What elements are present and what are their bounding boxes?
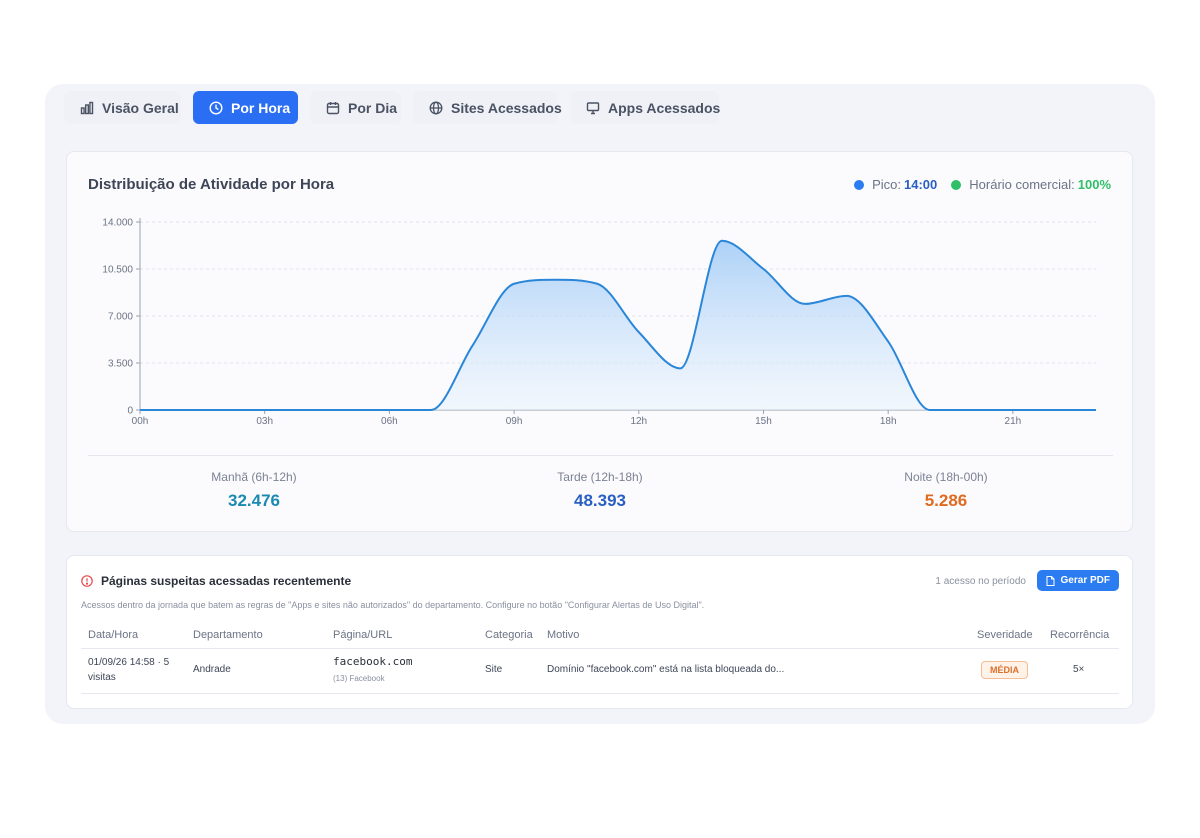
peak-dot-icon — [854, 179, 865, 190]
stat-label: Manhã (6h-12h) — [211, 470, 297, 484]
activity-card: Distribuição de Atividade por Hora Pico:… — [66, 151, 1133, 532]
column-header: Motivo — [547, 629, 580, 641]
hourly-area-chart: 0 3.500 7.000 10.500 14.000 00h 03h 06h 09h 12h 15… — [102, 218, 1096, 427]
monitor-icon — [586, 101, 600, 114]
tab-por-hora[interactable]: Por Hora — [193, 91, 298, 124]
alert-description: Acessos dentro da jornada que batem as r… — [81, 600, 705, 610]
tab-bar: Visão Geral Por Hora Por Dia Sites Acess… — [64, 91, 721, 124]
tab-label: Por Dia — [348, 99, 398, 116]
x-tick-label: 18h — [880, 416, 897, 427]
area-fill — [140, 240, 1096, 410]
stat-noite: Noite (18h-00h) 5.286 — [846, 470, 1046, 511]
divider — [88, 455, 1113, 456]
x-tick-label: 06h — [381, 416, 398, 427]
stat-tarde: Tarde (12h-18h) 48.393 — [500, 470, 700, 511]
file-icon — [1046, 575, 1055, 586]
tab-label: Visão Geral — [102, 99, 179, 116]
alert-title: Páginas suspeitas acessadas recentemente — [101, 574, 352, 588]
row-url-title: (13) Facebook — [333, 674, 385, 683]
pdf-button-label: Gerar PDF — [1060, 575, 1110, 586]
globe-icon — [429, 101, 443, 114]
stat-manha: Manhã (6h-12h) 32.476 — [154, 470, 354, 511]
row-recurrence: 5× — [1073, 664, 1085, 675]
x-tick-label: 03h — [256, 416, 273, 427]
chart-legend: Pico: 14:00 Horário comercial: 100% — [854, 177, 1111, 192]
column-header: Página/URL — [333, 629, 393, 641]
x-tick-label: 21h — [1005, 416, 1022, 427]
table-header-divider — [81, 648, 1119, 649]
period-count: 1 acesso no período — [935, 576, 1026, 587]
row-datetime: 01/09/26 14:58 · 5 — [88, 657, 170, 668]
stat-value: 48.393 — [574, 491, 626, 510]
peak-value: 14:00 — [904, 177, 938, 192]
row-datetime-visits: visitas — [88, 672, 116, 683]
tab-por-dia[interactable]: Por Dia — [310, 91, 401, 124]
tab-label: Apps Acessados — [608, 99, 721, 116]
alert-circle-icon — [81, 575, 93, 587]
bar-chart-icon — [80, 101, 94, 114]
row-department: Andrade — [193, 664, 231, 675]
business-value: 100% — [1077, 177, 1111, 192]
column-header: Recorrência — [1050, 629, 1110, 641]
chart-title: Distribuição de Atividade por Hora — [88, 176, 335, 193]
business-dot-icon — [951, 179, 962, 190]
alert-header: Páginas suspeitas acessadas recentemente — [81, 574, 351, 588]
activity-series-line — [139, 239, 1096, 411]
stat-value: 5.286 — [924, 491, 968, 510]
severity-badge: MÉDIA — [981, 661, 1028, 679]
calendar-icon — [326, 101, 340, 114]
suspicious-pages-card: Páginas suspeitas acessadas recentemente… — [66, 555, 1133, 709]
generate-pdf-button[interactable]: Gerar PDF — [1036, 570, 1119, 591]
y-tick-label: 0 — [127, 406, 133, 417]
row-reason: Domínio "facebook.com" está na lista blo… — [547, 664, 785, 675]
table-row-divider — [81, 693, 1119, 694]
peak-label: Pico: — [872, 177, 902, 192]
y-tick-label: 7.000 — [108, 312, 133, 323]
tab-label: Por Hora — [231, 99, 291, 116]
tab-visao-geral[interactable]: Visão Geral — [64, 91, 181, 124]
stat-label: Tarde (12h-18h) — [557, 470, 643, 484]
x-tick-label: 12h — [630, 416, 647, 427]
row-category: Site — [485, 664, 503, 675]
tab-sites-acessados[interactable]: Sites Acessados — [413, 91, 562, 124]
y-tick-label: 3.500 — [108, 359, 133, 370]
y-tick-label: 10.500 — [102, 265, 133, 276]
x-tick-label: 00h — [132, 416, 149, 427]
column-header: Severidade — [977, 629, 1033, 641]
tab-apps-acessados[interactable]: Apps Acessados — [570, 91, 721, 124]
x-tick-label: 15h — [755, 416, 772, 427]
tab-label: Sites Acessados — [451, 99, 562, 116]
business-label: Horário comercial: — [969, 177, 1075, 192]
stat-value: 32.476 — [228, 491, 280, 510]
stat-label: Noite (18h-00h) — [904, 470, 988, 484]
column-header: Data/Hora — [88, 629, 139, 641]
x-tick-label: 09h — [506, 416, 523, 427]
row-url[interactable]: facebook.com — [333, 655, 413, 668]
column-header: Categoria — [485, 629, 533, 641]
column-header: Departamento — [193, 629, 263, 641]
clock-icon — [209, 100, 223, 115]
y-tick-label: 14.000 — [102, 218, 133, 229]
